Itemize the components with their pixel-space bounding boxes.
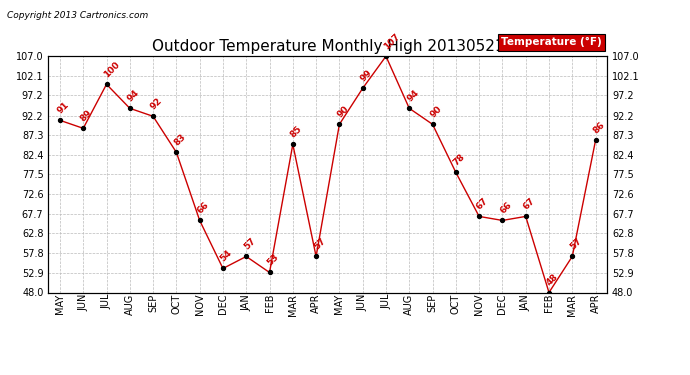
Text: 86: 86 [591,120,607,135]
Text: 94: 94 [126,88,141,104]
Text: 57: 57 [312,236,327,252]
Point [194,217,205,223]
Point [427,122,438,128]
Text: 57: 57 [568,236,583,252]
Point [264,270,275,276]
Point [334,122,345,128]
Text: 94: 94 [405,88,420,104]
Point [590,137,601,143]
Point [544,290,555,296]
Point [357,85,368,91]
Point [55,117,66,123]
Point [404,105,415,111]
Point [473,213,484,219]
Point [217,266,228,272]
Text: 66: 66 [195,200,210,216]
Text: 48: 48 [545,272,560,288]
Point [566,254,578,260]
Point [78,125,89,131]
Text: 100: 100 [102,60,121,80]
Text: Temperature (°F): Temperature (°F) [501,38,602,47]
Point [171,149,182,155]
Text: 78: 78 [452,152,467,168]
Text: 91: 91 [56,100,71,116]
Text: 57: 57 [242,236,257,252]
Text: 89: 89 [79,108,95,123]
Point [380,53,391,59]
Point [520,213,531,219]
Text: 92: 92 [149,96,164,111]
Text: 90: 90 [335,104,351,120]
Point [451,170,462,176]
Text: 67: 67 [475,196,490,211]
Text: 67: 67 [522,196,537,211]
Text: 99: 99 [359,68,374,84]
Text: 53: 53 [266,252,281,268]
Text: 66: 66 [498,200,513,216]
Point [310,254,322,260]
Point [148,113,159,119]
Text: 107: 107 [382,32,402,51]
Point [497,217,508,223]
Point [241,254,252,260]
Text: 85: 85 [288,124,304,140]
Point [287,141,298,147]
Title: Outdoor Temperature Monthly High 20130521: Outdoor Temperature Monthly High 2013052… [152,39,504,54]
Text: 90: 90 [428,104,444,120]
Text: 54: 54 [219,248,234,264]
Text: Copyright 2013 Cartronics.com: Copyright 2013 Cartronics.com [7,11,148,20]
Point [101,81,112,87]
Text: 83: 83 [172,132,188,147]
Point [124,105,135,111]
